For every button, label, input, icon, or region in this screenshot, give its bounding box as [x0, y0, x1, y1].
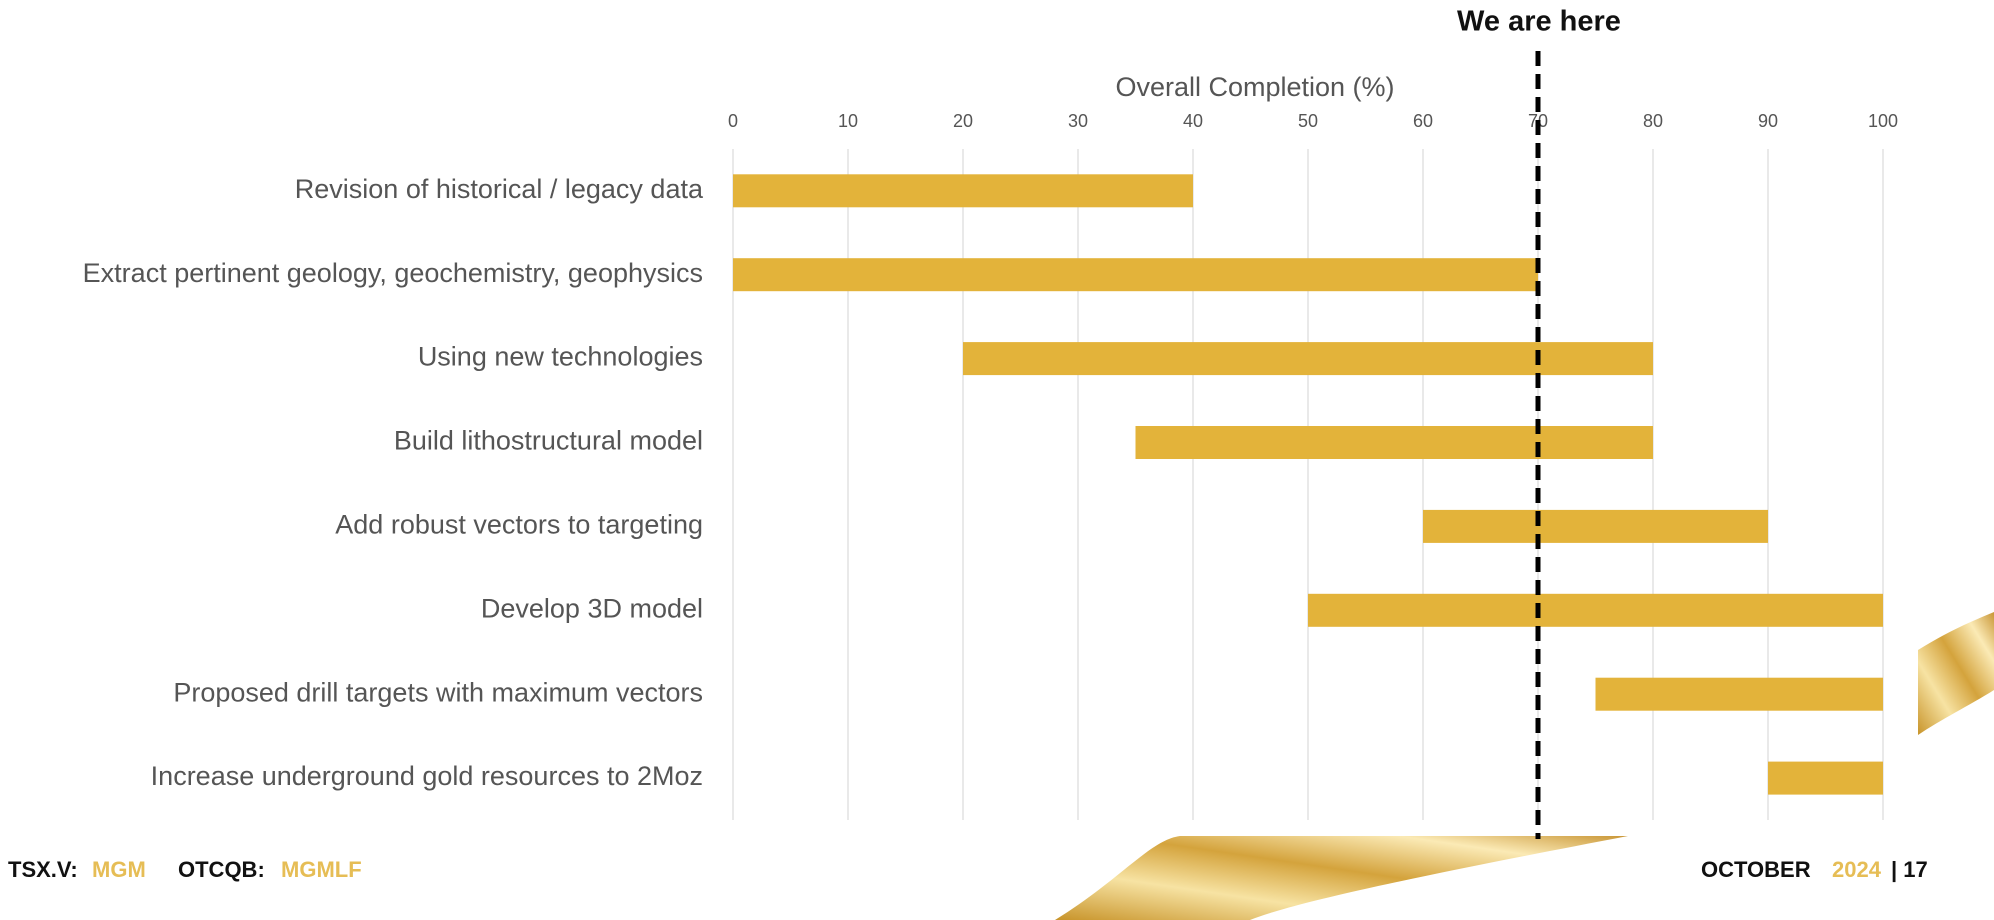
x-tick-label: 80 — [1643, 111, 1663, 131]
decoration — [1055, 836, 1628, 920]
bar — [963, 342, 1653, 376]
bar — [1768, 761, 1883, 795]
bar — [733, 174, 1193, 208]
bar — [733, 258, 1538, 292]
x-tick-label: 100 — [1868, 111, 1898, 131]
y-tick-label: Increase underground gold resources to 2… — [151, 761, 703, 791]
footer-text: MGMLF — [281, 857, 362, 882]
x-tick-label: 40 — [1183, 111, 1203, 131]
bar — [1423, 509, 1768, 543]
x-tick-label: 20 — [953, 111, 973, 131]
footer-text: MGM — [92, 857, 146, 882]
footer-text: 2024 — [1832, 857, 1882, 882]
marker-label: We are here — [1457, 6, 1621, 38]
x-tick-label: 60 — [1413, 111, 1433, 131]
footer-text: OTCQB: — [178, 857, 265, 882]
bar — [1595, 677, 1883, 711]
x-tick-label: 10 — [838, 111, 858, 131]
decoration — [1918, 612, 1994, 735]
footer-text: OCTOBER — [1701, 857, 1811, 882]
y-tick-label: Develop 3D model — [481, 593, 703, 623]
y-tick-label: Add robust vectors to targeting — [335, 510, 703, 540]
x-tick-label: 0 — [728, 111, 738, 131]
x-tick-label: 90 — [1758, 111, 1778, 131]
y-tick-label: Using new technologies — [418, 342, 703, 372]
x-tick-label: 30 — [1068, 111, 1088, 131]
bar — [1308, 593, 1883, 627]
y-tick-label: Proposed drill targets with maximum vect… — [173, 677, 703, 707]
footer-text: | 17 — [1891, 857, 1928, 882]
footer-text: TSX.V: — [8, 857, 78, 882]
x-axis-title: Overall Completion (%) — [1115, 72, 1394, 102]
x-tick-label: 50 — [1298, 111, 1318, 131]
y-tick-label: Revision of historical / legacy data — [295, 174, 704, 204]
y-tick-label: Build lithostructural model — [394, 426, 703, 456]
bar — [1135, 426, 1653, 459]
y-tick-label: Extract pertinent geology, geochemistry,… — [83, 258, 703, 288]
